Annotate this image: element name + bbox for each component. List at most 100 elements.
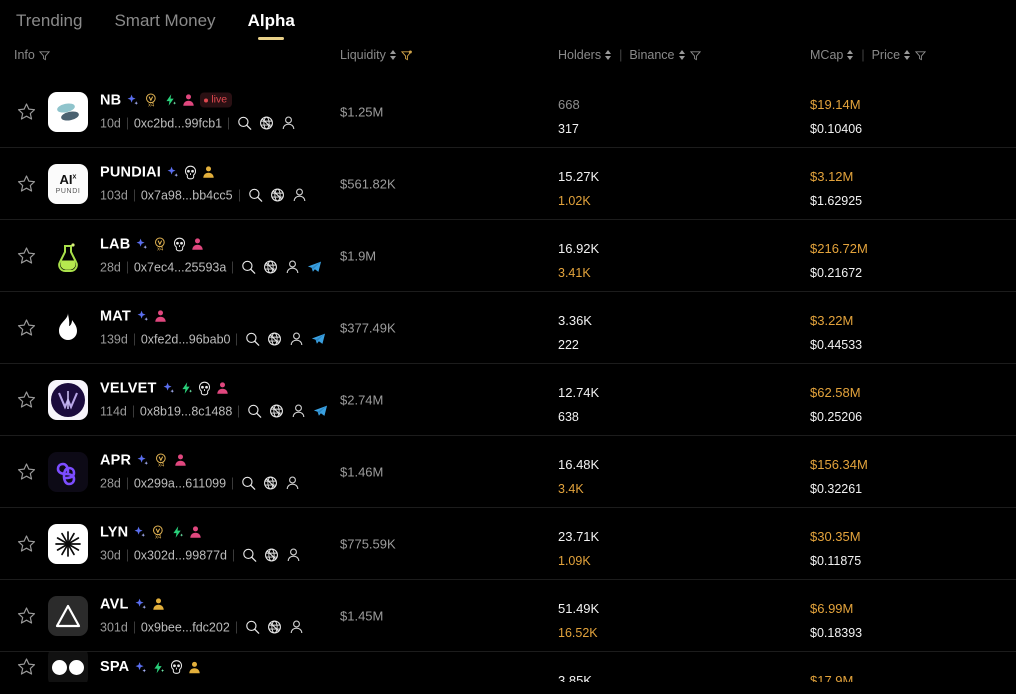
sort-icon[interactable] [678,49,686,61]
table-row[interactable]: AIx PUNDI PUNDIAI 103d 0x7a98...bb4cc5 $… [0,148,1016,220]
tab-smart-money[interactable]: Smart Money [112,10,217,40]
column-header-row: Info Liquidity Holders | Binance [0,48,1016,76]
token-symbol[interactable]: APR [100,452,132,468]
verified-x4-icon: x4 [154,453,169,468]
token-symbol[interactable]: LYN [100,524,129,540]
person-icon[interactable] [289,332,304,347]
token-address[interactable]: 0x299a...611099 [133,476,227,490]
token-logo[interactable] [48,91,88,132]
token-symbol[interactable]: MAT [100,308,131,324]
search-icon[interactable] [241,260,256,275]
column-header-info[interactable]: Info [14,48,50,62]
globe-icon[interactable] [263,476,278,491]
token-logo[interactable] [48,595,88,636]
table-row[interactable]: LAB x4 28d 0x7ec4...25593a $1.9M 16.92K … [0,220,1016,292]
globe-icon[interactable] [270,188,285,203]
filter-icon[interactable] [915,50,927,61]
search-icon[interactable] [245,620,260,635]
person-icon[interactable] [292,188,307,203]
filter-icon[interactable] [38,50,50,61]
filter-icon[interactable] [689,50,701,61]
table-row[interactable]: AVL 301d 0x9bee...fdc202 $1.45M 51.49K 1… [0,580,1016,652]
favorite-star-icon[interactable] [17,606,36,625]
token-logo[interactable] [48,451,88,492]
filter-icon-active[interactable] [400,50,412,61]
token-symbol[interactable]: SPA [100,659,130,675]
favorite-star-icon[interactable] [17,462,36,481]
table-row[interactable]: SPA 3.85K $17.9M [0,652,1016,682]
sort-icon[interactable] [847,49,854,61]
globe-icon[interactable] [267,620,282,635]
person-icon[interactable] [289,620,304,635]
person-icon[interactable] [285,260,300,275]
column-header-mcap[interactable]: MCap | Price [810,48,927,62]
table-row[interactable]: VELVET 114d 0x8b19...8c1488 $2.74M 12.74… [0,364,1016,436]
sort-icon[interactable] [389,49,397,61]
token-age: 28d [100,260,121,274]
token-logo[interactable] [48,307,88,348]
holders-cell: 12.74K 638 [558,381,599,429]
person-icon[interactable] [291,404,306,419]
token-logo[interactable] [48,652,88,682]
person-icon[interactable] [281,116,296,131]
search-icon[interactable] [247,404,262,419]
telegram-icon[interactable] [313,404,328,419]
tab-trending[interactable]: Trending [14,10,84,40]
telegram-icon[interactable] [311,332,326,347]
divider [133,333,135,345]
sparkle-icon [136,310,149,323]
token-address[interactable]: 0x302d...99877d [133,548,227,562]
token-address[interactable]: 0xfe2d...96bab0 [140,332,231,346]
search-icon[interactable] [241,476,256,491]
favorite-star-icon[interactable] [17,658,36,677]
favorite-star-icon[interactable] [17,102,36,121]
favorite-star-icon[interactable] [17,174,36,193]
token-symbol[interactable]: PUNDIAI [100,164,162,180]
table-row[interactable]: APR x4 28d 0x299a...611099 $1.46M 16.48K… [0,436,1016,508]
token-symbol[interactable]: NB [100,92,122,108]
token-logo[interactable] [48,379,88,420]
favorite-star-icon[interactable] [17,246,36,265]
favorite-star-icon[interactable] [17,390,36,409]
token-logo[interactable] [48,235,88,276]
table-row[interactable]: NB x4 live 10d 0xc2bd...99fcb1 $1.25M 668… [0,76,1016,148]
globe-icon[interactable] [259,116,274,131]
column-header-holders[interactable]: Holders | Binance [558,48,701,62]
token-address[interactable]: 0xc2bd...99fcb1 [133,116,223,130]
sparkle-icon [133,526,146,539]
divider [133,621,135,633]
mcap-cell: $3.12M $1.62925 [810,165,862,213]
search-icon[interactable] [245,332,260,347]
person-icon[interactable] [285,476,300,491]
favorite-star-icon[interactable] [17,318,36,337]
globe-icon[interactable] [267,332,282,347]
mcap-cell: $19.14M $0.10406 [810,93,862,141]
verified-x4-icon: x4 [144,93,159,108]
token-logo[interactable]: AIx PUNDI [48,163,88,204]
table-row[interactable]: MAT 139d 0xfe2d...96bab0 $377.49K 3.36K … [0,292,1016,364]
globe-icon[interactable] [263,260,278,275]
search-icon[interactable] [242,548,257,563]
token-address[interactable]: 0x9bee...fdc202 [140,620,230,634]
telegram-icon[interactable] [307,260,322,275]
column-header-liquidity[interactable]: Liquidity [340,48,412,62]
search-icon[interactable] [248,188,263,203]
holders-cell: 15.27K 1.02K [558,165,599,213]
globe-icon[interactable] [264,548,279,563]
token-address[interactable]: 0x7a98...bb4cc5 [140,188,233,202]
token-symbol[interactable]: LAB [100,236,131,252]
token-symbol[interactable]: AVL [100,596,129,612]
globe-icon[interactable] [269,404,284,419]
tab-alpha[interactable]: Alpha [246,10,297,40]
search-icon[interactable] [237,116,252,131]
token-address[interactable]: 0x8b19...8c1488 [139,404,233,418]
token-symbol[interactable]: VELVET [100,380,157,396]
token-address[interactable]: 0x7ec4...25593a [133,260,227,274]
sort-icon[interactable] [605,49,612,61]
sort-icon[interactable] [904,49,911,61]
token-info: APR x4 28d 0x299a...611099 [100,450,300,493]
table-row[interactable]: LYN x4 30d 0x302d...99877d $775.59K 23.7… [0,508,1016,580]
favorite-star-icon[interactable] [17,534,36,553]
token-logo[interactable] [48,523,88,564]
person-icon[interactable] [286,548,301,563]
